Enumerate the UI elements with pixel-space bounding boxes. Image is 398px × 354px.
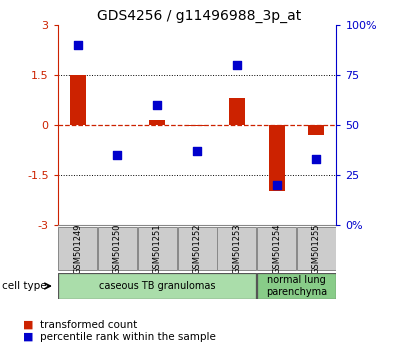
- Point: [234, 62, 240, 68]
- Bar: [308, 125, 324, 135]
- FancyBboxPatch shape: [98, 227, 137, 270]
- Text: transformed count: transformed count: [40, 320, 137, 330]
- Text: percentile rank within the sample: percentile rank within the sample: [40, 332, 216, 342]
- Text: GDS4256 / g11496988_3p_at: GDS4256 / g11496988_3p_at: [97, 9, 301, 23]
- Point: [74, 42, 81, 48]
- FancyBboxPatch shape: [297, 227, 336, 270]
- Text: GSM501251: GSM501251: [153, 223, 162, 274]
- FancyBboxPatch shape: [58, 273, 256, 299]
- FancyBboxPatch shape: [178, 227, 217, 270]
- Text: caseous TB granulomas: caseous TB granulomas: [99, 281, 215, 291]
- Bar: [70, 75, 86, 125]
- FancyBboxPatch shape: [217, 227, 256, 270]
- Text: GSM501252: GSM501252: [193, 223, 201, 274]
- Text: cell type: cell type: [2, 281, 47, 291]
- FancyBboxPatch shape: [58, 227, 97, 270]
- Point: [273, 182, 280, 188]
- Bar: [269, 125, 285, 192]
- Bar: [149, 120, 165, 125]
- FancyBboxPatch shape: [138, 227, 177, 270]
- Text: GSM501254: GSM501254: [272, 223, 281, 274]
- Point: [194, 148, 200, 154]
- Text: normal lung
parenchyma: normal lung parenchyma: [266, 275, 327, 297]
- Bar: [189, 125, 205, 126]
- Bar: [229, 98, 245, 125]
- Text: GSM501249: GSM501249: [73, 223, 82, 274]
- Text: GSM501255: GSM501255: [312, 223, 321, 274]
- Text: GSM501250: GSM501250: [113, 223, 122, 274]
- Text: GSM501253: GSM501253: [232, 223, 241, 274]
- Text: ■: ■: [23, 332, 33, 342]
- FancyBboxPatch shape: [257, 273, 336, 299]
- FancyBboxPatch shape: [257, 227, 296, 270]
- Point: [114, 152, 121, 158]
- Text: ■: ■: [23, 320, 33, 330]
- Point: [154, 102, 160, 108]
- Point: [313, 156, 320, 162]
